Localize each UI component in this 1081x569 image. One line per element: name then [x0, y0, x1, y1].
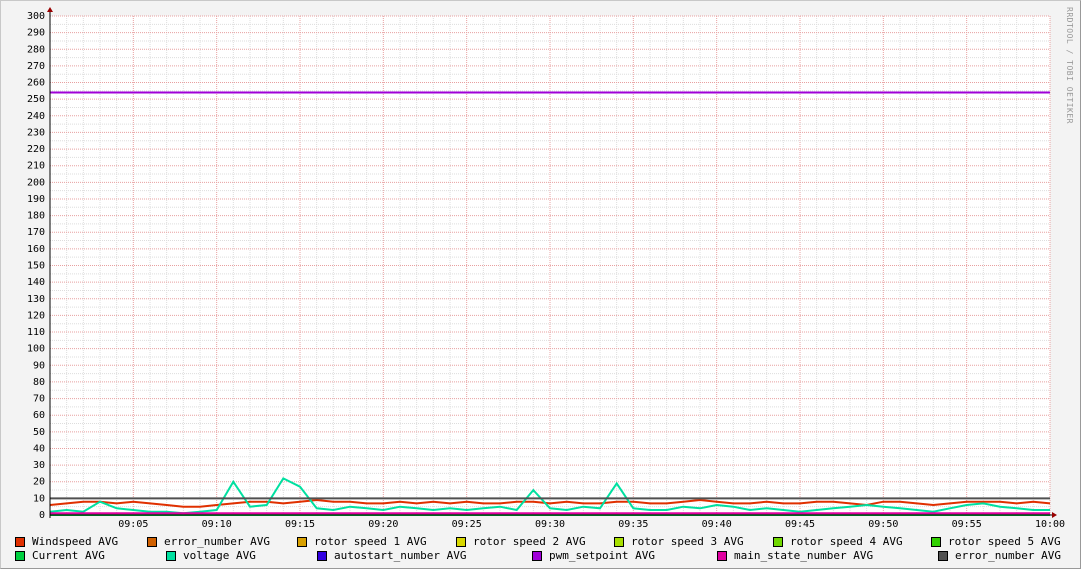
y-tick-label: 40 — [33, 443, 45, 454]
legend-swatch — [297, 536, 307, 547]
y-tick-label: 230 — [27, 127, 45, 138]
y-tick-label: 220 — [27, 144, 45, 155]
legend-label: rotor speed 3 AVG — [631, 535, 744, 548]
legend-label: error_number AVG — [955, 549, 1061, 562]
legend-label: rotor speed 2 AVG — [473, 535, 586, 548]
y-tick-label: 20 — [33, 477, 45, 488]
y-tick-label: 100 — [27, 344, 45, 355]
x-tick-label: 09:10 — [202, 519, 232, 530]
x-tick-label: 09:15 — [285, 519, 315, 530]
y-tick-label: 70 — [33, 394, 45, 405]
legend-item: pwm_setpoint AVG — [532, 549, 655, 562]
legend-item: error_number AVG — [147, 535, 270, 548]
y-tick-label: 150 — [27, 261, 45, 272]
legend-swatch — [166, 550, 176, 561]
y-tick-label: 120 — [27, 310, 45, 321]
y-tick-label: 90 — [33, 360, 45, 371]
y-tick-label: 0 — [39, 510, 45, 521]
x-tick-label: 09:40 — [702, 519, 732, 530]
legend-swatch — [717, 550, 727, 561]
legend-item: voltage AVG — [166, 549, 256, 562]
legend-item: rotor speed 4 AVG — [773, 535, 903, 548]
x-tick-label: 09:05 — [118, 519, 148, 530]
x-tick-label: 09:50 — [868, 519, 898, 530]
y-tick-label: 300 — [27, 11, 45, 22]
y-tick-label: 110 — [27, 327, 45, 338]
y-tick-label: 160 — [27, 244, 45, 255]
legend-label: pwm_setpoint AVG — [549, 549, 655, 562]
legend-swatch — [456, 536, 466, 547]
legend-swatch — [317, 550, 327, 561]
y-tick-label: 30 — [33, 460, 45, 471]
y-tick-label: 210 — [27, 161, 45, 172]
x-tick-label: 09:45 — [785, 519, 815, 530]
legend-swatch — [931, 536, 941, 547]
legend-label: Current AVG — [32, 549, 105, 562]
y-tick-label: 180 — [27, 211, 45, 222]
x-tick-label: 09:55 — [952, 519, 982, 530]
y-tick-label: 240 — [27, 111, 45, 122]
y-tick-label: 200 — [27, 177, 45, 188]
legend-item: Current AVG — [15, 549, 105, 562]
x-tick-label: 10:00 — [1035, 519, 1065, 530]
legend-swatch — [773, 536, 783, 547]
y-tick-label: 140 — [27, 277, 45, 288]
y-tick-label: 190 — [27, 194, 45, 205]
watermark: RRDTOOL / TOBI OETIKER — [1065, 7, 1074, 124]
y-tick-label: 290 — [27, 28, 45, 39]
series-line-voltage-avg — [49, 477, 1050, 515]
legend-label: main_state_number AVG — [734, 549, 874, 562]
y-tick-label: 80 — [33, 377, 45, 388]
y-tick-label: 10 — [33, 493, 45, 504]
legend-item: rotor speed 5 AVG — [931, 535, 1061, 548]
series-line-windspeed-avg — [49, 498, 1051, 508]
x-tick-label: 09:20 — [368, 519, 398, 530]
y-tick-label: 60 — [33, 410, 45, 421]
legend-item: Windspeed AVG — [15, 535, 118, 548]
legend-label: rotor speed 4 AVG — [790, 535, 903, 548]
y-tick-label: 130 — [27, 294, 45, 305]
legend-swatch — [147, 536, 157, 547]
y-tick-label: 50 — [33, 427, 45, 438]
legend-label: error_number AVG — [164, 535, 270, 548]
y-axis-arrow — [47, 7, 53, 12]
legend-swatch — [15, 536, 25, 547]
legend-label: Windspeed AVG — [32, 535, 119, 548]
legend-item: rotor speed 1 AVG — [297, 535, 427, 548]
chart-plot: 0 10 20 30 40 50 60 70 80 90 100 110 120 130 140 150 160… — [27, 7, 1065, 530]
legend-item: rotor speed 2 AVG — [456, 535, 586, 548]
x-tick-label: 09:25 — [452, 519, 482, 530]
x-axis-arrow — [1052, 512, 1057, 518]
y-tick-label: 280 — [27, 44, 45, 55]
legend-item: rotor speed 3 AVG — [614, 535, 744, 548]
x-tick-label: 09:35 — [618, 519, 648, 530]
legend-swatch — [614, 536, 624, 547]
y-tick-label: 260 — [27, 78, 45, 89]
legend-item: main_state_number AVG — [717, 549, 873, 562]
legend-item: error_number AVG — [938, 549, 1061, 562]
y-tick-label: 170 — [27, 227, 45, 238]
legend-swatch — [15, 550, 25, 561]
legend-label: voltage AVG — [183, 549, 256, 562]
legend-label: rotor speed 1 AVG — [314, 535, 427, 548]
legend-swatch — [938, 550, 948, 561]
x-tick-label: 09:30 — [535, 519, 565, 530]
y-tick-label: 270 — [27, 61, 45, 72]
legend-item: autostart_number AVG — [317, 549, 466, 562]
legend-swatch — [532, 550, 542, 561]
legend-label: rotor speed 5 AVG — [948, 535, 1061, 548]
y-tick-label: 250 — [27, 94, 45, 105]
legend-label: autostart_number AVG — [334, 549, 467, 562]
